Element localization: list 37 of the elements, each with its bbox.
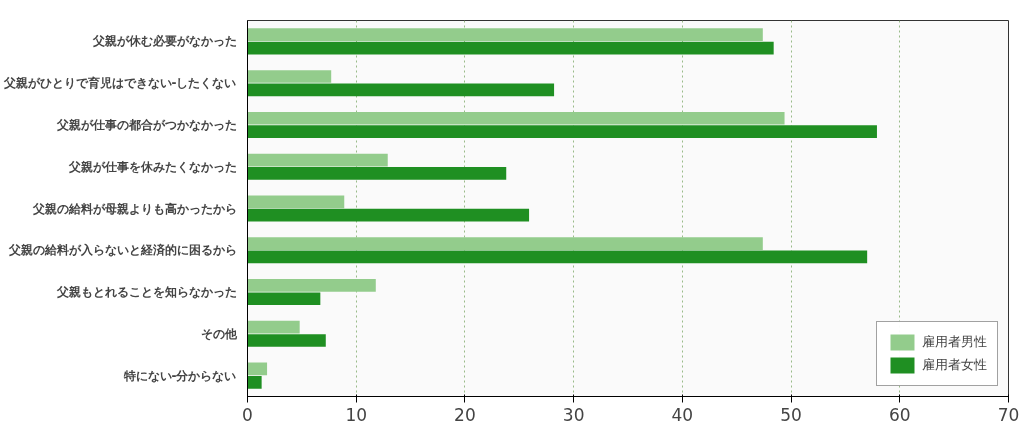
bar <box>247 362 268 376</box>
bar <box>247 250 868 264</box>
bar <box>247 292 321 306</box>
y-tick-label: 特にない-分からない <box>122 368 237 383</box>
bar <box>247 320 300 334</box>
x-tick-label: 10 <box>345 404 368 423</box>
bar <box>247 375 262 389</box>
x-tick-label: 0 <box>242 404 253 423</box>
legend-label: 雇用者女性 <box>922 356 987 374</box>
bar <box>247 208 530 222</box>
bar <box>247 279 376 292</box>
y-tick-label: 父親の給料が入らないと経済的に困るから <box>7 243 237 258</box>
bar <box>247 70 332 83</box>
x-tick-label: 30 <box>562 404 585 423</box>
bar <box>247 334 326 347</box>
x-tick-label: 60 <box>888 404 911 423</box>
x-tick-label: 70 <box>997 404 1020 423</box>
y-tick-label: 父親の給料が母親よりも高かったから <box>31 201 237 216</box>
x-tick-label: 20 <box>454 404 476 423</box>
bar <box>247 167 507 180</box>
bar <box>247 41 774 55</box>
bar <box>247 237 763 250</box>
bar <box>247 111 785 125</box>
legend-label: 雇用者男性 <box>922 333 987 351</box>
y-tick-label: 父親が休む必要がなかった <box>91 34 237 49</box>
y-tick-label: 父親もとれることを知らなかった <box>55 285 237 300</box>
y-tick-label: その他 <box>200 326 238 341</box>
y-tick-label: 父親が仕事の都合がつかなかった <box>55 117 237 132</box>
bar <box>247 195 345 209</box>
x-tick-label: 40 <box>671 404 694 423</box>
y-tick-label: 父親がひとりで育児はできない-したくない <box>2 76 237 91</box>
y-tick-label: 父親が仕事を休みたくなかった <box>67 159 237 174</box>
bar <box>247 125 877 138</box>
bar <box>247 153 388 167</box>
bar <box>247 28 763 42</box>
bar <box>247 83 555 97</box>
x-tick-label: 50 <box>780 404 802 423</box>
